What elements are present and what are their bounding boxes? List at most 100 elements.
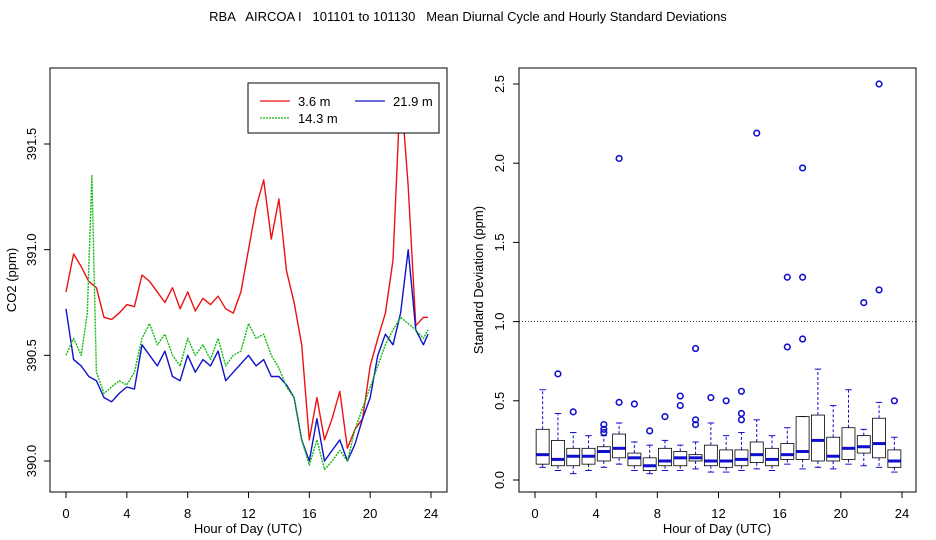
outlier-point [646,427,654,435]
outlier-point [737,387,746,395]
outlier-point [875,80,883,88]
outlier-point [554,370,562,378]
box-hour-17.5 [795,164,810,470]
box-iqr [749,441,764,463]
box-iqr [810,414,825,462]
box-iqr [719,449,734,468]
outlier-point [600,425,608,433]
right-x-axis-label: Hour of Day (UTC) [663,521,771,536]
right-y-tick-label: 0.0 [492,471,507,489]
outlier-point [799,273,807,281]
outlier-point [783,343,791,351]
outlier-point [691,420,700,429]
box-hour-16.5 [780,273,795,465]
left-x-tick-label: 16 [302,506,316,521]
outlier-point [722,397,730,405]
right-y-tick-label: 1.0 [492,313,507,331]
right-y-tick-label: 1.5 [492,233,507,251]
right-y-tick-label: 0.5 [492,392,507,410]
right-y-axis-label: Standard Deviation (ppm) [471,206,486,354]
left-x-tick-label: 24 [424,506,438,521]
series-line-14.3m [65,174,429,471]
box-iqr [658,447,672,467]
legend-label-14.3m: 14.3 m [298,111,338,126]
chart-title: RBA AIRCOA I 101101 to 101130 Mean Diurn… [209,9,727,24]
left-y-tick-label: 390.0 [24,445,39,478]
outlier-point [600,420,608,429]
left-y-tick-label: 390.5 [24,339,39,372]
box-hour-19.5 [826,405,841,470]
outlier-point [737,409,746,418]
left-x-axis-label: Hour of Day (UTC) [194,521,302,536]
legend-box [247,82,440,134]
box-iqr [703,444,718,467]
box-hour-11.5 [703,394,718,473]
left-y-axis-label: CO2 (ppm) [4,248,19,312]
outlier-point [783,273,791,281]
outlier-point [753,129,761,137]
left-x-tick-label: 20 [363,506,377,521]
box-hour-2.5 [566,408,581,475]
right-y-tick-label: 2.0 [492,154,507,172]
stddev-box-panel: 0 4 8 12 16 20 24 0.0 0.5 1.0 1.5 2.0 2.5 Hour of Da… [471,67,917,536]
outlier-point [860,298,868,307]
right-x-tick-label: 16 [772,506,786,521]
outlier-point [691,416,700,424]
box-hour-10.5 [688,344,703,470]
box-hour-4.5 [596,420,611,468]
outlier-point [676,392,684,400]
box-hour-23.5 [887,397,902,473]
legend-label-3.6m: 3.6 m [298,94,331,109]
series-line-3.6m [65,84,428,449]
right-x-tick-label: 20 [834,506,848,521]
outlier-point [630,400,638,408]
outlier-point [799,164,807,172]
box-iqr [612,433,627,459]
right-plot-frame [518,67,917,493]
box-hour-1.5 [551,370,565,471]
outlier-point [890,397,898,405]
box-iqr [887,449,902,468]
right-x-tick-label: 8 [654,506,661,521]
left-x-tick-label: 12 [241,506,255,521]
box-iqr [551,439,565,467]
box-hour-7.5 [642,427,657,475]
box-iqr [535,428,550,465]
box-iqr [642,457,657,471]
right-x-tick-label: 0 [531,506,538,521]
series-line-21.9m [65,248,429,462]
box-iqr [734,449,749,467]
box-hour-3.5 [581,435,596,471]
box-iqr [596,446,611,462]
right-boxes-group [535,80,902,475]
left-x-tick-label: 8 [184,506,191,521]
co2-line-panel: 0 4 8 12 16 20 24 390.0 390.5 391.0 391.5 Hour of … [4,67,448,536]
left-series-group [65,84,429,471]
outlier-point [600,428,608,437]
right-axes: 0 4 8 12 16 20 24 0.0 0.5 1.0 1.5 2.0 2.5 [492,75,916,521]
left-y-tick-label: 391.5 [24,128,39,161]
outlier-point [799,335,807,343]
box-hour-5.5 [612,154,627,465]
outlier-point [707,394,715,402]
right-x-tick-label: 12 [711,506,725,521]
box-hour-21.5 [856,298,871,467]
box-hour-14.5 [749,129,764,470]
box-hour-20.5 [841,389,856,465]
box-hour-18.5 [810,368,825,468]
box-hour-9.5 [673,392,688,471]
outlier-point [875,286,883,294]
box-iqr [627,452,642,467]
right-y-tick-label: 2.5 [492,75,507,93]
left-y-tick-label: 391.0 [24,233,39,266]
outlier-point [737,416,746,424]
outlier-point [569,408,577,416]
box-hour-8.5 [658,413,672,471]
legend: 3.6 m 21.9 m 14.3 m [247,82,440,134]
box-iqr [856,435,871,454]
outlier-point [615,154,623,163]
outlier-point [615,398,623,406]
outlier-point [661,413,669,421]
right-x-tick-label: 4 [593,506,600,521]
